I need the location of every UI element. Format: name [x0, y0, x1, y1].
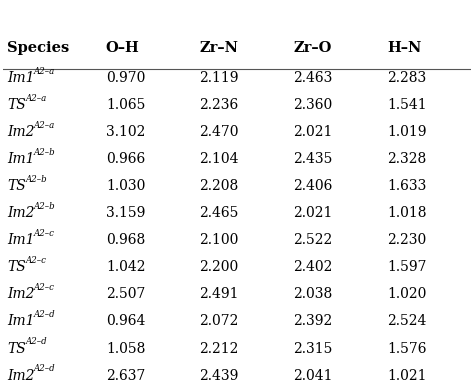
Text: TS: TS	[8, 260, 26, 274]
Text: 1.597: 1.597	[387, 260, 427, 274]
Text: 2.507: 2.507	[106, 288, 145, 301]
Text: A2–c: A2–c	[33, 229, 54, 238]
Text: O–H: O–H	[106, 41, 139, 55]
Text: A2–d: A2–d	[33, 310, 55, 319]
Text: A2–b: A2–b	[33, 202, 55, 211]
Text: Zr–N: Zr–N	[200, 41, 238, 55]
Text: 0.968: 0.968	[106, 233, 145, 247]
Text: 2.100: 2.100	[200, 233, 239, 247]
Text: Zr–O: Zr–O	[293, 41, 332, 55]
Text: Im2: Im2	[8, 288, 35, 301]
Text: 2.637: 2.637	[106, 369, 145, 383]
Text: A2–a: A2–a	[33, 67, 55, 76]
Text: 2.360: 2.360	[293, 98, 332, 112]
Text: 2.283: 2.283	[387, 71, 426, 85]
Text: 2.463: 2.463	[293, 71, 333, 85]
Text: Im2: Im2	[8, 206, 35, 220]
Text: 2.104: 2.104	[200, 152, 239, 166]
Text: A2–c: A2–c	[25, 256, 46, 265]
Text: A2–d: A2–d	[25, 337, 47, 346]
Text: 2.038: 2.038	[293, 288, 332, 301]
Text: Im1: Im1	[8, 233, 35, 247]
Text: A2–a: A2–a	[25, 94, 46, 103]
Text: A2–b: A2–b	[25, 175, 47, 184]
Text: 1.065: 1.065	[106, 98, 145, 112]
Text: 1.018: 1.018	[387, 206, 427, 220]
Text: A2–a: A2–a	[33, 121, 55, 130]
Text: 1.021: 1.021	[387, 369, 427, 383]
Text: 2.212: 2.212	[200, 342, 239, 356]
Text: 1.042: 1.042	[106, 260, 146, 274]
Text: 3.159: 3.159	[106, 206, 145, 220]
Text: Im1: Im1	[8, 71, 35, 85]
Text: 2.236: 2.236	[200, 98, 239, 112]
Text: Im1: Im1	[8, 152, 35, 166]
Text: Im1: Im1	[8, 315, 35, 328]
Text: 2.435: 2.435	[293, 152, 333, 166]
Text: 2.524: 2.524	[387, 315, 426, 328]
Text: 2.230: 2.230	[387, 233, 426, 247]
Text: Species: Species	[8, 41, 70, 55]
Text: 2.491: 2.491	[200, 288, 239, 301]
Text: 2.200: 2.200	[200, 260, 239, 274]
Text: 1.576: 1.576	[387, 342, 427, 356]
Text: 2.021: 2.021	[293, 125, 333, 139]
Text: 2.315: 2.315	[293, 342, 333, 356]
Text: 0.964: 0.964	[106, 315, 145, 328]
Text: 1.019: 1.019	[387, 125, 427, 139]
Text: 1.020: 1.020	[387, 288, 426, 301]
Text: A2–d: A2–d	[33, 364, 55, 373]
Text: A2–c: A2–c	[33, 283, 54, 292]
Text: 1.030: 1.030	[106, 179, 145, 193]
Text: 2.041: 2.041	[293, 369, 333, 383]
Text: 2.470: 2.470	[200, 125, 239, 139]
Text: 2.402: 2.402	[293, 260, 333, 274]
Text: 2.208: 2.208	[200, 179, 239, 193]
Text: TS: TS	[8, 98, 26, 112]
Text: 0.970: 0.970	[106, 71, 145, 85]
Text: 2.392: 2.392	[293, 315, 332, 328]
Text: A2–b: A2–b	[33, 148, 55, 157]
Text: Im2: Im2	[8, 369, 35, 383]
Text: TS: TS	[8, 179, 26, 193]
Text: 1.541: 1.541	[387, 98, 427, 112]
Text: H–N: H–N	[387, 41, 421, 55]
Text: Im2: Im2	[8, 125, 35, 139]
Text: 2.406: 2.406	[293, 179, 333, 193]
Text: 0.966: 0.966	[106, 152, 145, 166]
Text: TS: TS	[8, 342, 26, 356]
Text: 2.072: 2.072	[200, 315, 239, 328]
Text: 2.021: 2.021	[293, 206, 333, 220]
Text: 2.328: 2.328	[387, 152, 426, 166]
Text: 3.102: 3.102	[106, 125, 145, 139]
Text: 2.522: 2.522	[293, 233, 332, 247]
Text: 1.633: 1.633	[387, 179, 426, 193]
Text: 1.058: 1.058	[106, 342, 145, 356]
Text: 2.439: 2.439	[200, 369, 239, 383]
Text: 2.119: 2.119	[200, 71, 239, 85]
Text: 2.465: 2.465	[200, 206, 239, 220]
